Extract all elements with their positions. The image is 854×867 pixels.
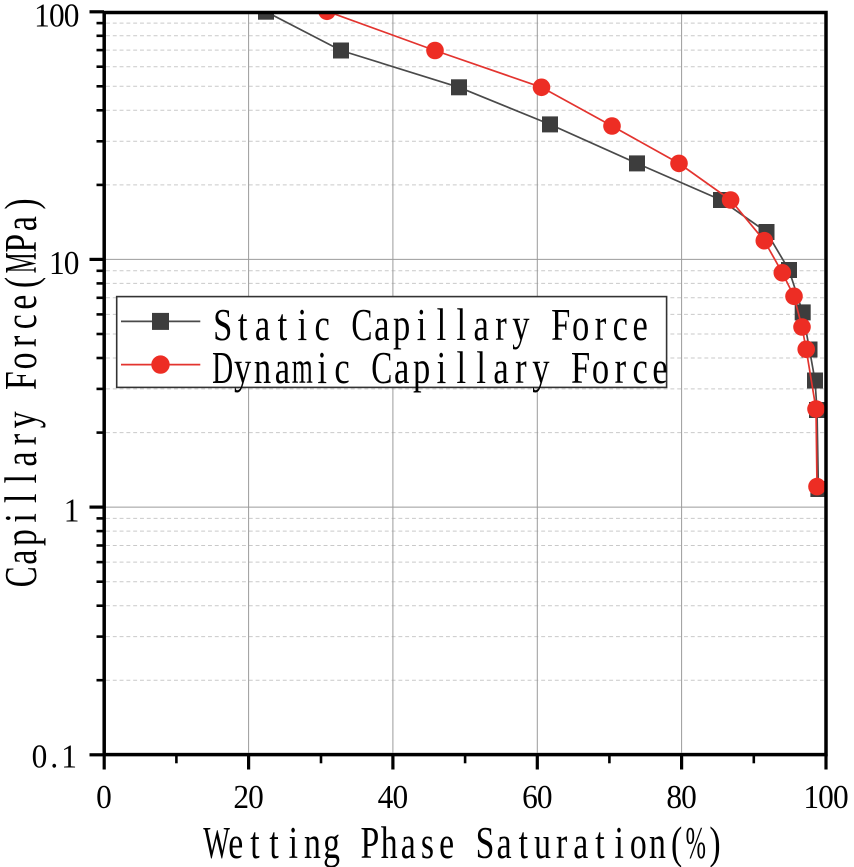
svg-text:D: D (212, 344, 233, 394)
svg-text:C: C (371, 342, 392, 393)
svg-text:0: 0 (49, 0, 65, 35)
svg-text:%: % (686, 818, 706, 867)
svg-text:C: C (0, 566, 46, 587)
svg-text:M: M (0, 252, 46, 273)
svg-text:2: 2 (233, 779, 249, 816)
svg-text:1: 1 (49, 245, 65, 282)
svg-text:6: 6 (522, 779, 538, 816)
svg-text:0: 0 (392, 779, 408, 816)
svg-text:1: 1 (803, 779, 819, 816)
svg-text:0: 0 (537, 779, 553, 816)
svg-text:0: 0 (248, 779, 264, 816)
svg-text:0: 0 (64, 245, 80, 282)
svg-text:0: 0 (64, 0, 80, 35)
svg-text:0: 0 (833, 779, 849, 816)
svg-text:0: 0 (818, 779, 834, 816)
svg-text:1: 1 (61, 739, 77, 776)
svg-text:W: W (203, 820, 230, 867)
svg-text:0: 0 (32, 739, 48, 776)
svg-text:m: m (292, 343, 313, 394)
svg-text:.: . (50, 739, 58, 776)
svg-text:1: 1 (64, 492, 80, 529)
svg-text:C: C (351, 299, 372, 350)
svg-text:0: 0 (681, 779, 697, 816)
svg-text:0: 0 (96, 779, 112, 816)
svg-text:4: 4 (378, 779, 394, 816)
svg-text:1: 1 (34, 0, 50, 35)
svg-text:8: 8 (666, 779, 682, 816)
